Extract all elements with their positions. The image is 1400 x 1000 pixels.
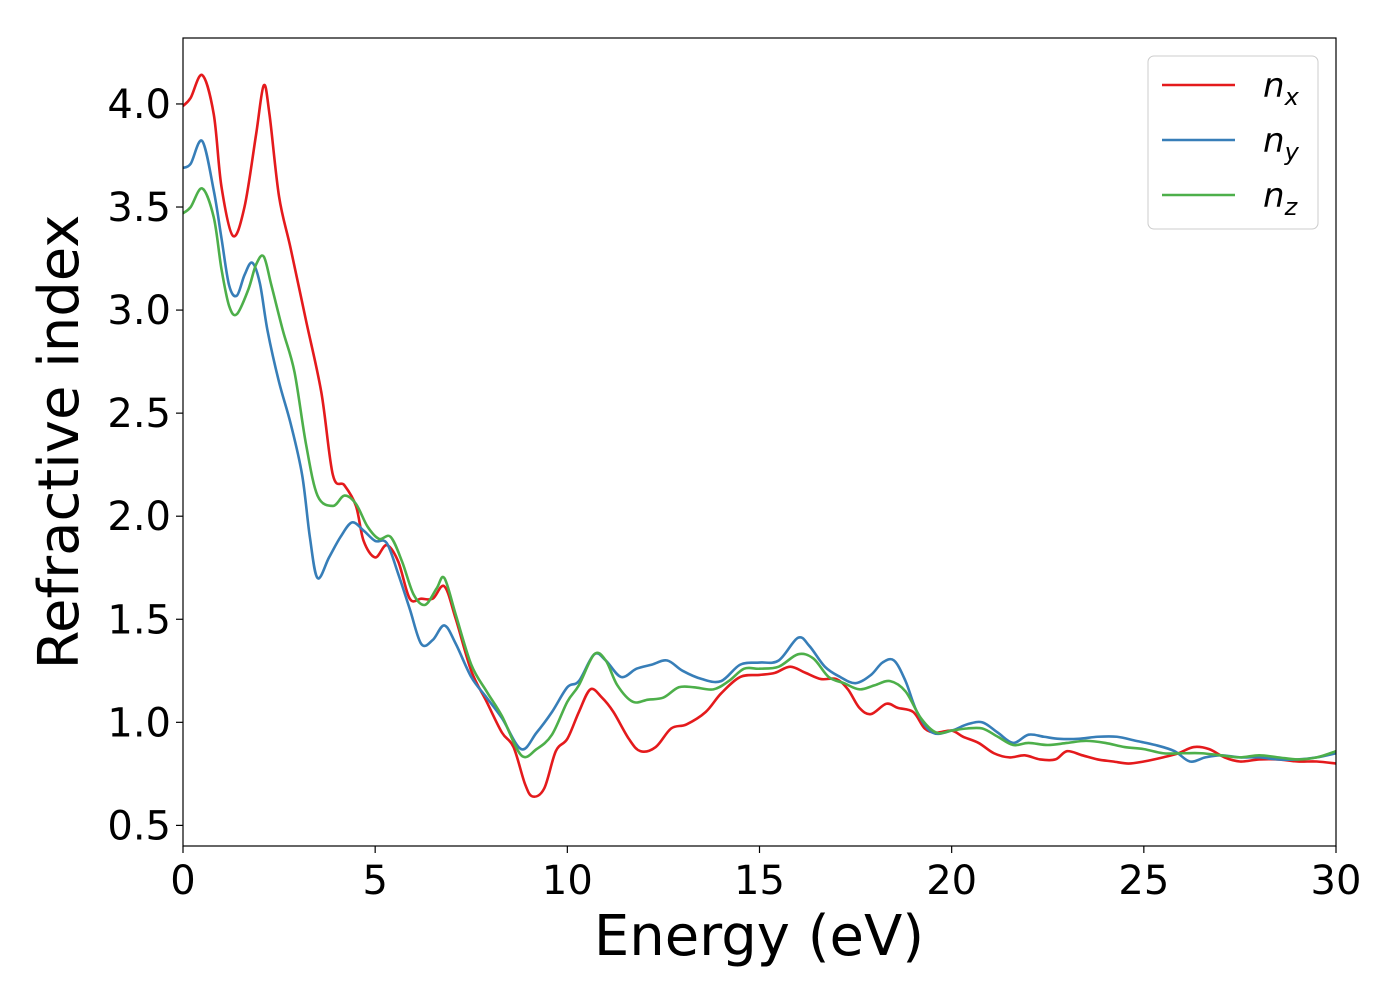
y-tick-label: 4.0 — [107, 82, 171, 128]
x-tick-label: 25 — [1118, 858, 1169, 904]
y-tick-label: 0.5 — [107, 803, 171, 849]
series-layer — [183, 73, 1336, 798]
x-tick-label: 10 — [542, 858, 593, 904]
legend-subscript: z — [1284, 193, 1299, 221]
series-line-nx — [183, 73, 1336, 798]
y-tick-label: 2.0 — [107, 494, 171, 540]
x-tick-label: 5 — [362, 858, 387, 904]
x-axis-ticks: 0 5 10 15 20 25 30 — [170, 846, 1361, 904]
y-tick-label: 3.0 — [107, 288, 171, 334]
x-tick-label: 15 — [734, 858, 785, 904]
x-axis-title: Energy (eV) — [594, 904, 924, 969]
y-tick-label: 3.5 — [107, 185, 171, 231]
series-line-nz — [183, 187, 1336, 761]
legend-box — [1147, 55, 1319, 230]
y-tick-label: 1.0 — [107, 700, 171, 746]
y-axis-title: Refractive index — [27, 215, 92, 670]
x-tick-label: 30 — [1311, 858, 1362, 904]
x-tick-label: 0 — [170, 858, 195, 904]
series-line-ny — [183, 139, 1336, 763]
y-axis-ticks: 0.5 1.0 1.5 2.0 2.5 3.0 3.5 4.0 — [107, 82, 183, 849]
y-tick-label: 2.5 — [107, 391, 171, 437]
y-tick-label: 1.5 — [107, 597, 171, 643]
legend-subscript: y — [1284, 138, 1300, 166]
legend-subscript: x — [1284, 83, 1300, 111]
x-tick-label: 20 — [926, 858, 977, 904]
